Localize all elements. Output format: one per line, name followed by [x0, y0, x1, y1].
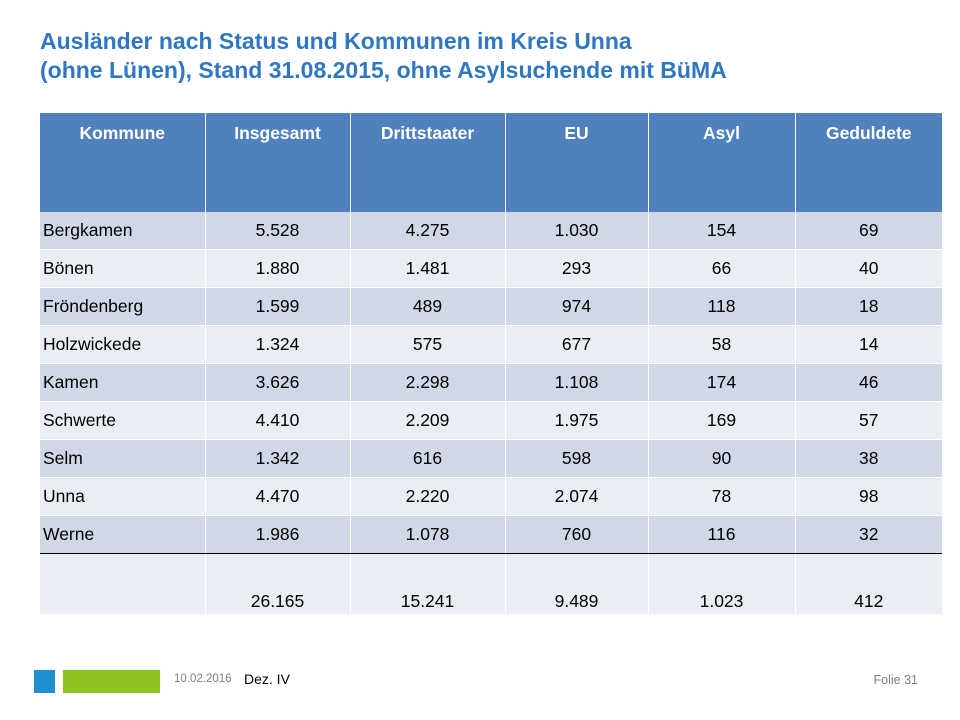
cell-asyl: 169	[648, 401, 796, 440]
footer-blue-block	[34, 670, 55, 693]
cell-asyl: 66	[648, 249, 796, 288]
cell-asyl: 78	[648, 477, 796, 516]
column-header-geduldete: Geduldete	[795, 113, 942, 212]
cell-asyl: 174	[648, 363, 796, 402]
cell-drittstaater: 2.220	[350, 477, 506, 516]
cell-asyl: 90	[648, 439, 796, 478]
cell-eu: 1.030	[505, 212, 649, 250]
table-row: Kamen 3.626 2.298 1.108 174 46	[40, 363, 942, 402]
cell-drittstaater: 4.275	[350, 212, 506, 250]
table-header-row: Kommune Insgesamt Drittstaater EU Asyl G…	[40, 113, 942, 212]
cell-kommune: Werne	[40, 515, 206, 554]
cell-geduldete: 57	[795, 401, 942, 440]
cell-eu: 293	[505, 249, 649, 288]
column-header-kommune: Kommune	[40, 113, 206, 212]
cell-insgesamt: 1.880	[205, 249, 351, 288]
cell-geduldete: 38	[795, 439, 942, 478]
table-row: Schwerte 4.410 2.209 1.975 169 57	[40, 401, 942, 440]
cell-eu: 760	[505, 515, 649, 554]
slide-title: Ausländer nach Status und Kommunen im Kr…	[40, 27, 940, 85]
cell-kommune: Unna	[40, 477, 206, 516]
total-cell-asyl: 1.023	[648, 553, 796, 615]
column-header-insgesamt: Insgesamt	[205, 113, 351, 212]
cell-geduldete: 40	[795, 249, 942, 288]
table-row: Selm 1.342 616 598 90 38	[40, 439, 942, 478]
column-header-drittstaater: Drittstaater	[350, 113, 506, 212]
total-cell-drittstaater: 15.241	[350, 553, 506, 615]
total-cell-kommune	[40, 553, 206, 615]
table-row: Bönen 1.880 1.481 293 66 40	[40, 249, 942, 288]
footer-slide-number: Folie 31	[873, 673, 918, 687]
cell-insgesamt: 4.410	[205, 401, 351, 440]
column-header-eu: EU	[505, 113, 649, 212]
cell-eu: 1.975	[505, 401, 649, 440]
cell-insgesamt: 1.342	[205, 439, 351, 478]
footer-date: 10.02.2016	[174, 673, 232, 685]
total-cell-geduldete: 412	[795, 553, 942, 615]
foreigners-table: Kommune Insgesamt Drittstaater EU Asyl G…	[40, 113, 942, 615]
cell-geduldete: 18	[795, 287, 942, 326]
cell-geduldete: 14	[795, 325, 942, 364]
cell-kommune: Holzwickede	[40, 325, 206, 364]
cell-drittstaater: 489	[350, 287, 506, 326]
cell-insgesamt: 1.324	[205, 325, 351, 364]
table-row: Bergkamen 5.528 4.275 1.030 154 69	[40, 212, 942, 250]
cell-kommune: Selm	[40, 439, 206, 478]
cell-geduldete: 46	[795, 363, 942, 402]
cell-insgesamt: 3.626	[205, 363, 351, 402]
cell-eu: 598	[505, 439, 649, 478]
cell-drittstaater: 2.209	[350, 401, 506, 440]
table-row: Fröndenberg 1.599 489 974 118 18	[40, 287, 942, 326]
cell-eu: 974	[505, 287, 649, 326]
cell-geduldete: 32	[795, 515, 942, 554]
cell-insgesamt: 1.599	[205, 287, 351, 326]
cell-kommune: Kamen	[40, 363, 206, 402]
slide-title-line-1: Ausländer nach Status und Kommunen im Kr…	[40, 28, 632, 54]
cell-kommune: Schwerte	[40, 401, 206, 440]
cell-drittstaater: 1.481	[350, 249, 506, 288]
cell-geduldete: 98	[795, 477, 942, 516]
cell-insgesamt: 1.986	[205, 515, 351, 554]
table-total-row: 26.165 15.241 9.489 1.023 412	[40, 553, 942, 615]
cell-kommune: Bergkamen	[40, 212, 206, 250]
cell-drittstaater: 2.298	[350, 363, 506, 402]
footer-department: Dez. IV	[244, 671, 290, 687]
cell-kommune: Fröndenberg	[40, 287, 206, 326]
column-header-asyl: Asyl	[648, 113, 796, 212]
cell-drittstaater: 1.078	[350, 515, 506, 554]
table-row: Unna 4.470 2.220 2.074 78 98	[40, 477, 942, 516]
slide-title-line-2: (ohne Lünen), Stand 31.08.2015, ohne Asy…	[40, 57, 727, 83]
cell-drittstaater: 575	[350, 325, 506, 364]
cell-eu: 677	[505, 325, 649, 364]
total-cell-insgesamt: 26.165	[205, 553, 351, 615]
cell-geduldete: 69	[795, 212, 942, 250]
table-row: Werne 1.986 1.078 760 116 32	[40, 515, 942, 554]
cell-asyl: 154	[648, 212, 796, 250]
cell-eu: 1.108	[505, 363, 649, 402]
cell-eu: 2.074	[505, 477, 649, 516]
cell-asyl: 58	[648, 325, 796, 364]
cell-insgesamt: 5.528	[205, 212, 351, 250]
footer-green-block	[63, 670, 160, 693]
table-row: Holzwickede 1.324 575 677 58 14	[40, 325, 942, 364]
cell-asyl: 116	[648, 515, 796, 554]
cell-drittstaater: 616	[350, 439, 506, 478]
cell-kommune: Bönen	[40, 249, 206, 288]
total-cell-eu: 9.489	[505, 553, 649, 615]
cell-asyl: 118	[648, 287, 796, 326]
cell-insgesamt: 4.470	[205, 477, 351, 516]
